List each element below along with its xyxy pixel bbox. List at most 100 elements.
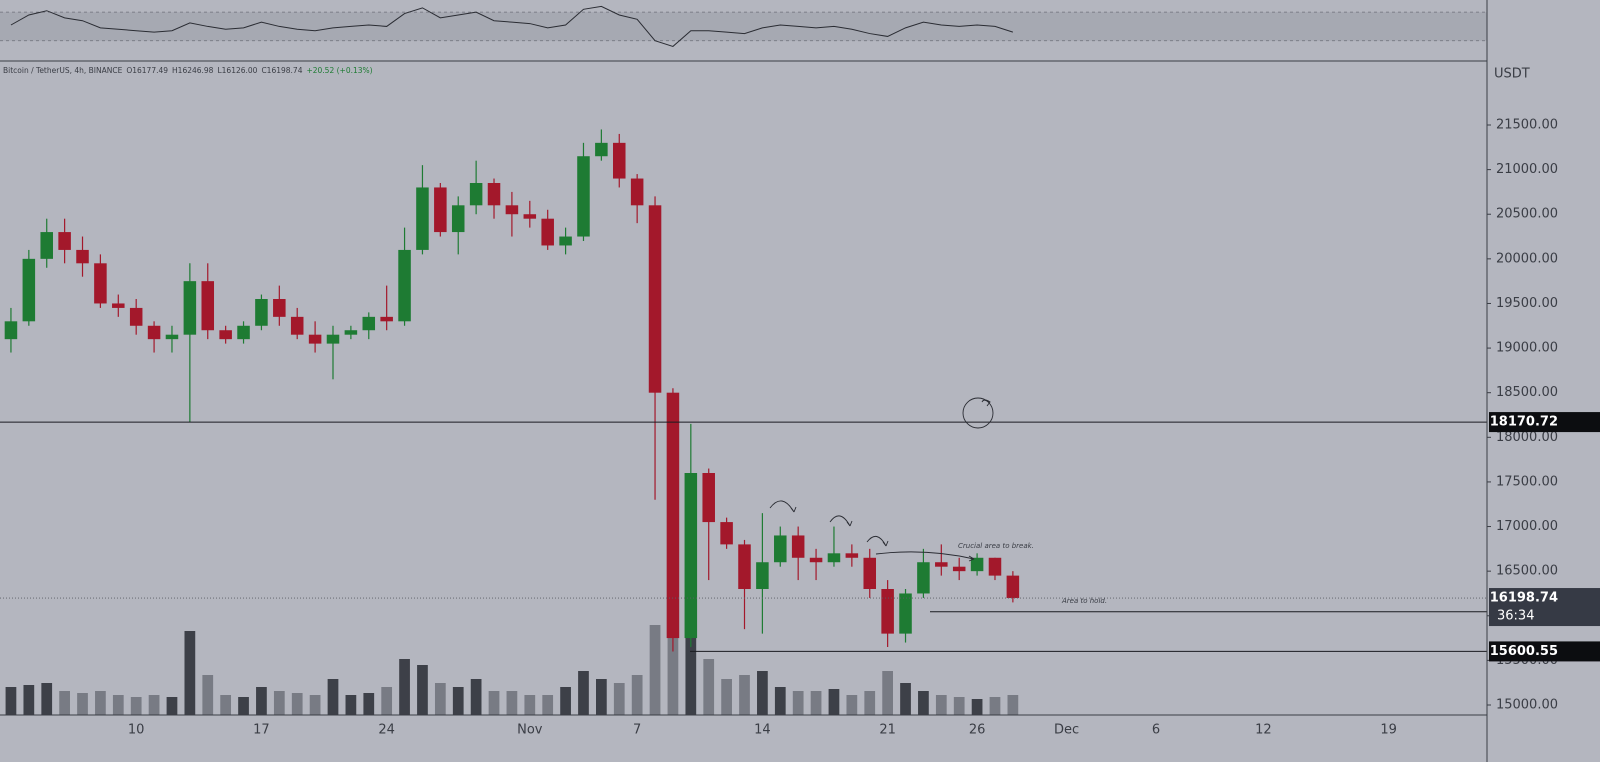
candle-body — [738, 544, 751, 590]
candle-body — [541, 218, 554, 246]
price-tag — [1489, 641, 1600, 662]
volume-bar — [542, 695, 554, 715]
plot — [0, 5, 1491, 715]
candle-body — [308, 334, 322, 344]
candle-body — [255, 299, 268, 326]
x-tick-label: 10 — [128, 723, 145, 738]
candle-body — [40, 232, 53, 259]
volume-bar — [649, 625, 661, 715]
price-tag — [1489, 412, 1600, 433]
candle-body — [756, 562, 769, 590]
candle-body — [559, 236, 572, 246]
ohlc-open: O16177.49 — [126, 66, 169, 75]
volume-bar — [882, 671, 893, 715]
candle-body — [416, 187, 429, 250]
candle-body — [774, 535, 787, 563]
volume-bar — [291, 693, 303, 715]
volume-bar — [828, 689, 840, 715]
candle-body — [326, 334, 340, 344]
volume-bar — [488, 691, 500, 715]
candle-body — [380, 316, 393, 322]
candle-body — [684, 473, 698, 639]
ohlc-low: L16126.00 — [217, 66, 258, 75]
volume-bar — [41, 683, 53, 715]
volume-bar — [578, 671, 589, 715]
drawings — [769, 397, 994, 562]
candle-body — [237, 325, 250, 340]
volume-bar — [685, 619, 697, 715]
currency-label: USDT — [1494, 67, 1530, 82]
arrow-drawing — [875, 551, 975, 562]
candle-body — [1006, 575, 1020, 599]
volume-bar — [470, 679, 482, 715]
symbol: Bitcoin / TetherUS, 4h, BINANCE — [3, 66, 123, 75]
candle-body — [58, 232, 71, 250]
candle-body — [970, 557, 984, 572]
volume-bar — [220, 695, 232, 715]
arrow-drawing — [866, 536, 889, 547]
volume-bar — [5, 687, 17, 715]
candle-body — [4, 321, 18, 340]
volume-bar — [810, 691, 822, 715]
y-tick-label: 15000.00 — [1496, 698, 1558, 713]
rsi-band — [0, 12, 1487, 41]
arrow-drawing — [981, 399, 991, 407]
symbol-header: Bitcoin / TetherUS, 4h, BINANCE O16177.4… — [3, 66, 373, 75]
volume-bar — [792, 691, 804, 715]
candle-body — [22, 258, 36, 322]
volume-bar — [721, 679, 732, 715]
candle-body — [612, 142, 626, 179]
volume-bar — [864, 691, 876, 715]
candle-body — [577, 156, 590, 237]
candle-body — [112, 303, 125, 308]
candle-body — [666, 392, 680, 639]
volume-bar — [935, 695, 947, 715]
candle-body — [434, 187, 447, 233]
volume-bar — [184, 631, 196, 715]
volume-bar — [953, 697, 965, 715]
candle-body — [165, 334, 179, 340]
volume-bar — [148, 695, 160, 715]
volume-bar — [452, 687, 464, 715]
y-tick-label: 20000.00 — [1496, 251, 1558, 266]
candle-body — [469, 182, 483, 206]
volume-bar — [739, 675, 750, 715]
candle-body — [827, 553, 841, 563]
volume-bar — [166, 697, 178, 715]
candle-body — [845, 553, 859, 558]
x-tick-label: 7 — [633, 723, 641, 738]
volume-bar — [900, 683, 911, 715]
volume-bar — [327, 679, 339, 715]
y-tick-label: 21000.00 — [1496, 162, 1558, 177]
last-price-label: 16198.74 — [1490, 591, 1558, 606]
annotation: Area to hold. — [1061, 597, 1107, 605]
volume-bar — [95, 691, 106, 715]
circle-drawing — [962, 397, 994, 429]
candle-body — [523, 214, 537, 219]
volume-bar — [238, 697, 249, 715]
candle-body — [94, 263, 107, 304]
volume-bar — [971, 699, 983, 715]
volume-bar — [560, 687, 571, 715]
y-tick-label: 16500.00 — [1496, 564, 1558, 579]
annotation: Crucial area to break. — [958, 542, 1034, 550]
volume-bar — [112, 695, 124, 715]
candle-body — [344, 330, 358, 335]
candle-body — [899, 593, 912, 634]
volume-bar — [399, 659, 410, 715]
volume-bar — [345, 695, 357, 715]
candle-body — [952, 566, 966, 572]
candle-body — [720, 522, 733, 545]
x-tick-label: 19 — [1380, 723, 1397, 738]
volume-bar — [363, 693, 375, 715]
volume-bar — [434, 683, 446, 715]
volume-bar — [77, 693, 88, 715]
price-tag-label: 18170.72 — [1490, 415, 1558, 430]
x-tick-label: 21 — [879, 723, 896, 738]
candle-body — [595, 142, 608, 157]
volume-bar — [596, 679, 607, 715]
countdown-label: 36:34 — [1497, 609, 1534, 624]
candle-body — [451, 205, 465, 233]
candle-body — [702, 473, 715, 523]
